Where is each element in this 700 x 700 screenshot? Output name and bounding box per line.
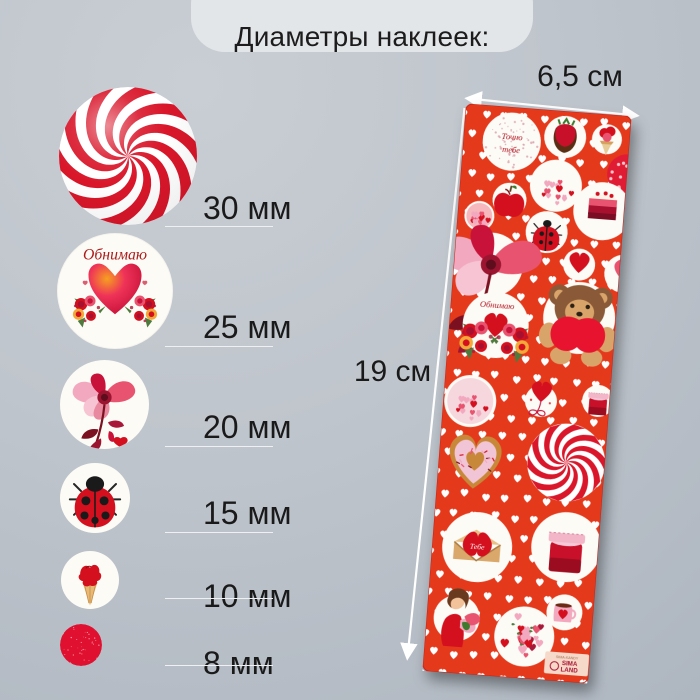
svg-text:LAND: LAND [560,666,578,674]
svg-text:Точно: Точно [501,130,523,142]
svg-text:тебе: тебе [502,143,521,154]
svg-text:Обнимаю: Обнимаю [480,298,515,311]
svg-text:Тебе: Тебе [470,541,486,551]
svg-text:Обнимаю: Обнимаю [83,247,147,264]
